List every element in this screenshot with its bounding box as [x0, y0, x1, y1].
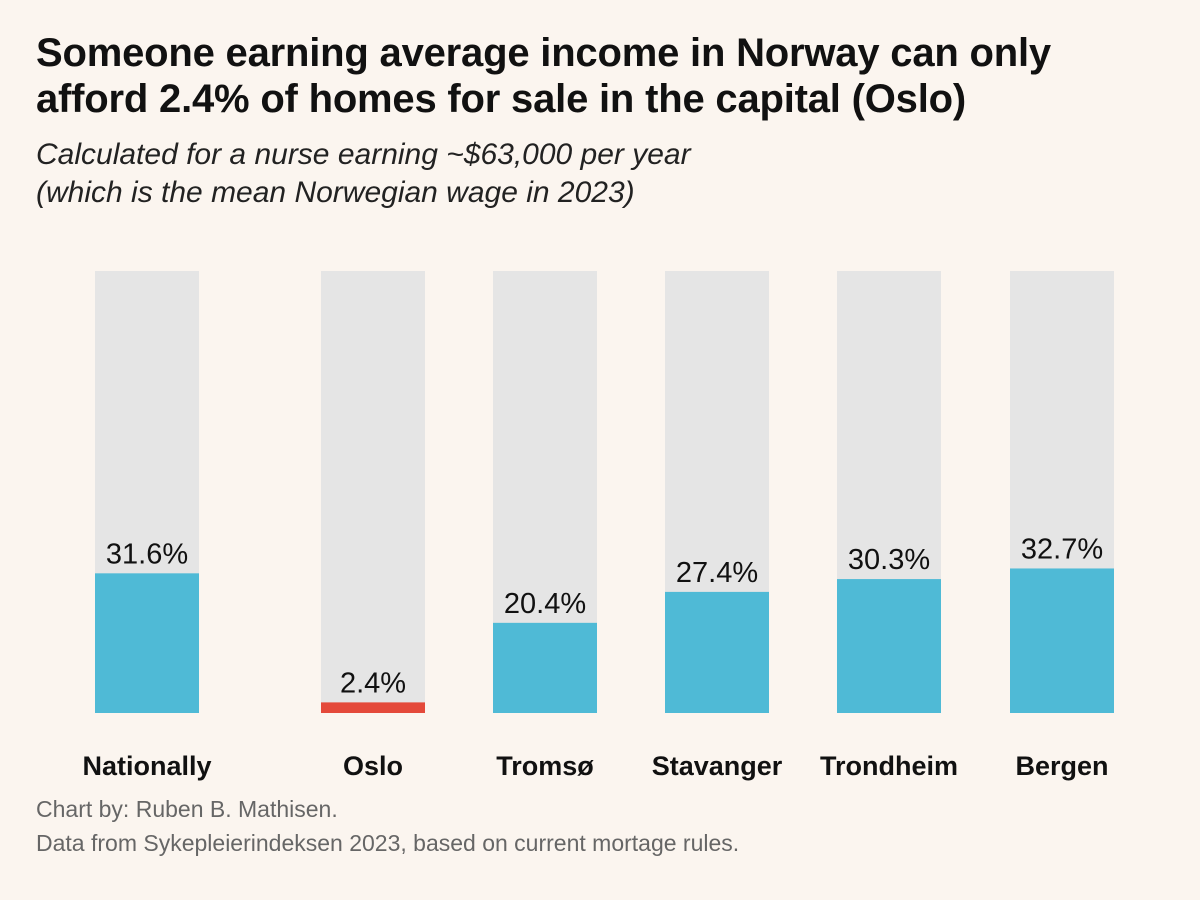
- chart-subtitle-line-2: (which is the mean Norwegian wage in 202…: [36, 176, 635, 209]
- data-label-stavanger: 27.4%: [676, 557, 758, 589]
- data-label-trondheim: 30.3%: [848, 544, 930, 576]
- category-label-trondheim: Trondheim: [820, 751, 958, 781]
- chart-title: Someone earning average income in Norway…: [36, 30, 1166, 122]
- bar-trondheim: [837, 579, 941, 713]
- data-label-oslo: 2.4%: [340, 667, 406, 699]
- bar-nationally: [95, 573, 199, 713]
- chart-credit: Chart by: Ruben B. Mathisen.: [36, 796, 338, 822]
- category-label-stavanger: Stavanger: [652, 751, 783, 781]
- bar-track-oslo: [321, 271, 425, 713]
- data-label-troms-: 20.4%: [504, 588, 586, 620]
- bar-oslo: [321, 702, 425, 713]
- data-label-bergen: 32.7%: [1021, 533, 1103, 565]
- category-label-troms-: Tromsø: [496, 751, 594, 781]
- chart-source: Data from Sykepleierindeksen 2023, based…: [36, 830, 740, 856]
- chart-title-line-1: Someone earning average income in Norway…: [36, 31, 1051, 75]
- chart-subtitle: Calculated for a nurse earning ~$63,000 …: [36, 136, 691, 212]
- category-label-oslo: Oslo: [343, 751, 403, 781]
- category-label-nationally: Nationally: [82, 751, 211, 781]
- chart-footer: Chart by: Ruben B. Mathisen. Data from S…: [36, 792, 739, 860]
- chart-subtitle-line-1: Calculated for a nurse earning ~$63,000 …: [36, 138, 691, 171]
- bar-stavanger: [665, 591, 769, 713]
- bar-bergen: [1010, 568, 1114, 713]
- chart-title-line-2: afford 2.4% of homes for sale in the cap…: [36, 77, 966, 121]
- data-label-nationally: 31.6%: [106, 538, 188, 570]
- bar-troms-: [493, 622, 597, 713]
- category-label-bergen: Bergen: [1015, 751, 1108, 781]
